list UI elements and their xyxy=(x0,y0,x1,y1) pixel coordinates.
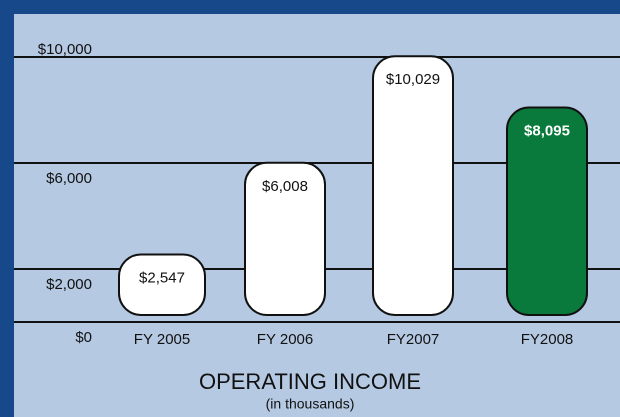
value-label: $10,029 xyxy=(386,71,440,88)
y-tick-label: $10,000 xyxy=(38,41,92,58)
value-label: $6,008 xyxy=(262,178,308,195)
value-label: $2,547 xyxy=(139,269,185,286)
bar xyxy=(506,106,588,316)
bar xyxy=(244,161,326,316)
y-tick-label: $6,000 xyxy=(46,170,92,187)
chart-title: OPERATING INCOME xyxy=(199,369,421,394)
bar xyxy=(372,55,454,316)
bar xyxy=(118,253,206,316)
x-tick-label: FY 2005 xyxy=(134,331,190,348)
x-tick-label: FY2008 xyxy=(521,331,574,348)
x-tick-label: FY 2006 xyxy=(257,331,313,348)
y-tick-label: $0 xyxy=(75,329,92,346)
chart-subtitle: (in thousands) xyxy=(266,396,355,412)
x-tick-label: FY2007 xyxy=(387,331,440,348)
y-tick-label: $2,000 xyxy=(46,276,92,293)
value-label: $8,095 xyxy=(524,122,570,139)
